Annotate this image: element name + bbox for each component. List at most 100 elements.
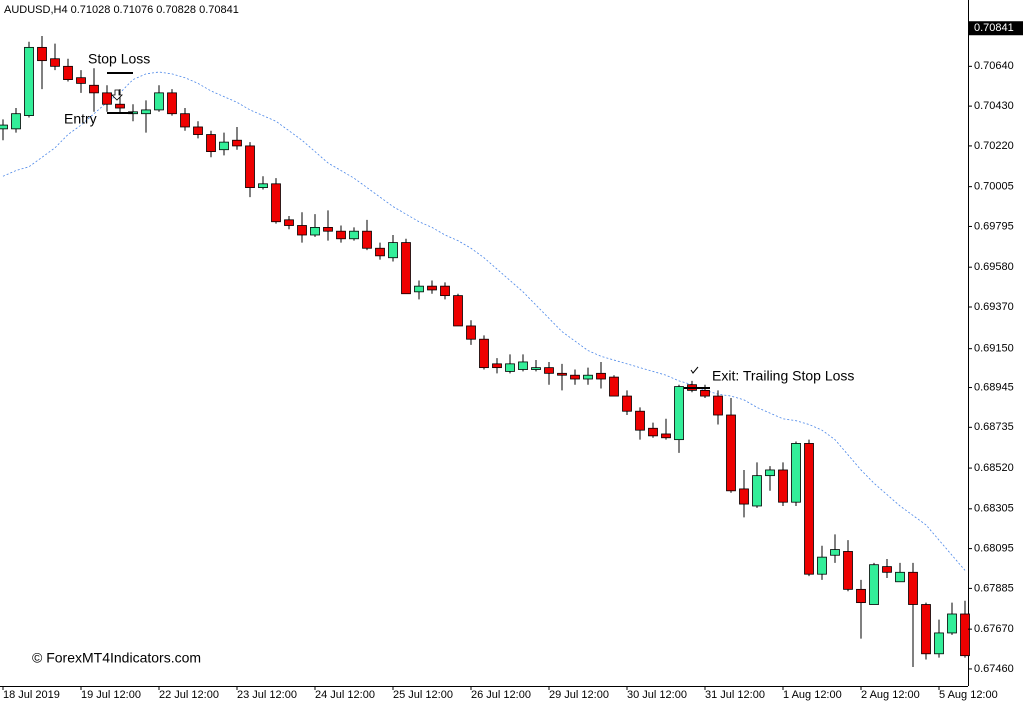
x-tick-label: 1 Aug 12:00 [783, 689, 842, 701]
candle-body [895, 571, 905, 583]
x-tick-label: 26 Jul 12:00 [471, 689, 531, 701]
x-tick-label: 2 Aug 12:00 [861, 689, 920, 701]
candle-body [479, 338, 489, 369]
candle-body [570, 374, 580, 380]
candle-body [843, 551, 853, 590]
candle-body [349, 230, 359, 240]
plot-area [0, 36, 970, 668]
candle-body [375, 247, 385, 257]
candle-body [934, 632, 944, 655]
annotation: Stop Loss [88, 51, 150, 67]
candle-body [661, 433, 671, 439]
candle-body [388, 242, 398, 259]
candle-body [258, 183, 268, 189]
y-tick-label: 0.70005 [974, 181, 1014, 193]
x-tick-label: 5 Aug 12:00 [939, 689, 998, 701]
y-tick-label: 0.69370 [974, 301, 1014, 313]
candle-body [440, 285, 450, 297]
x-tick-label: 25 Jul 12:00 [393, 689, 453, 701]
candle-body [817, 556, 827, 575]
y-tick-label: 0.70430 [974, 100, 1014, 112]
x-tick-label: 19 Jul 12:00 [81, 689, 141, 701]
exit-check [690, 366, 699, 374]
candle-body [947, 613, 957, 634]
candle-body [622, 395, 632, 412]
candle-body [24, 46, 34, 116]
candle-body [791, 443, 801, 503]
y-tick-label: 0.68095 [974, 543, 1014, 555]
candle-body [739, 488, 749, 505]
y-tick-label: 0.67670 [974, 623, 1014, 635]
candle-body [830, 549, 840, 556]
annotation: Entry [64, 111, 97, 127]
candle-body [427, 285, 437, 291]
candle-body [50, 58, 60, 67]
candle-body [284, 219, 294, 226]
candle-body [882, 566, 892, 573]
x-tick-label: 18 Jul 2019 [3, 689, 60, 701]
candle-body [856, 588, 866, 604]
candle-body [765, 469, 775, 477]
y-tick-label: 0.69580 [974, 261, 1014, 273]
x-tick-label: 29 Jul 12:00 [549, 689, 609, 701]
candle-body [0, 124, 8, 130]
candle-body [401, 242, 411, 295]
candle-body [193, 126, 203, 135]
watermark: © ForexMT4Indicators.com [32, 650, 201, 666]
candle-body [414, 285, 424, 293]
x-tick-label: 24 Jul 12:00 [315, 689, 375, 701]
header: AUDUSD,H4 0.71028 0.71076 0.70828 0.7084… [4, 4, 239, 16]
y-tick-label: 0.70220 [974, 140, 1014, 152]
candle-body [713, 395, 723, 416]
candle-body [453, 295, 463, 327]
candle-body [609, 376, 619, 397]
x-tick-label: 22 Jul 12:00 [159, 689, 219, 701]
y-tick-label: 0.68305 [974, 503, 1014, 515]
candle-body [89, 84, 99, 94]
candle-body [752, 475, 762, 507]
candle-body [219, 141, 229, 151]
candle-body [271, 183, 281, 223]
candle-body [518, 361, 528, 370]
x-tick-label: 31 Jul 12:00 [705, 689, 765, 701]
current-price-label: 0.70841 [974, 22, 1014, 34]
candle-body [726, 414, 736, 492]
candle-body [778, 469, 788, 503]
y-tick-label: 0.67885 [974, 582, 1014, 594]
y-tick-label: 0.69795 [974, 220, 1014, 232]
candle-body [648, 427, 658, 437]
candle-body [141, 109, 151, 115]
candle-body [362, 230, 372, 249]
candle-body [323, 227, 333, 232]
candle-body [531, 367, 541, 370]
candle-body [635, 410, 645, 431]
candle-body [336, 230, 346, 240]
candle-body [167, 92, 177, 115]
moving-average [2, 71, 966, 571]
candle-body [76, 77, 86, 84]
candle-body [115, 103, 125, 109]
current-price-box [969, 21, 1023, 36]
candle-body [596, 372, 606, 380]
candle-body [102, 92, 112, 105]
y-tick-label: 0.68945 [974, 381, 1014, 393]
candle-body [583, 374, 593, 380]
candle-body [154, 92, 164, 111]
candle-body [921, 604, 931, 655]
candle-body [11, 113, 21, 130]
y-tick-label: 0.67460 [974, 663, 1014, 675]
candle-body [674, 386, 684, 441]
candle-body [700, 389, 710, 397]
candle-body [180, 113, 190, 128]
candle-body [310, 227, 320, 236]
candle-body [206, 134, 216, 153]
candle-body [232, 139, 242, 147]
y-tick-label: 0.68520 [974, 462, 1014, 474]
candle-body [869, 564, 879, 605]
y-tick-label: 0.70640 [974, 60, 1014, 72]
candle-body [63, 65, 73, 80]
sell-arrow [111, 89, 123, 101]
candle-body [37, 46, 47, 62]
